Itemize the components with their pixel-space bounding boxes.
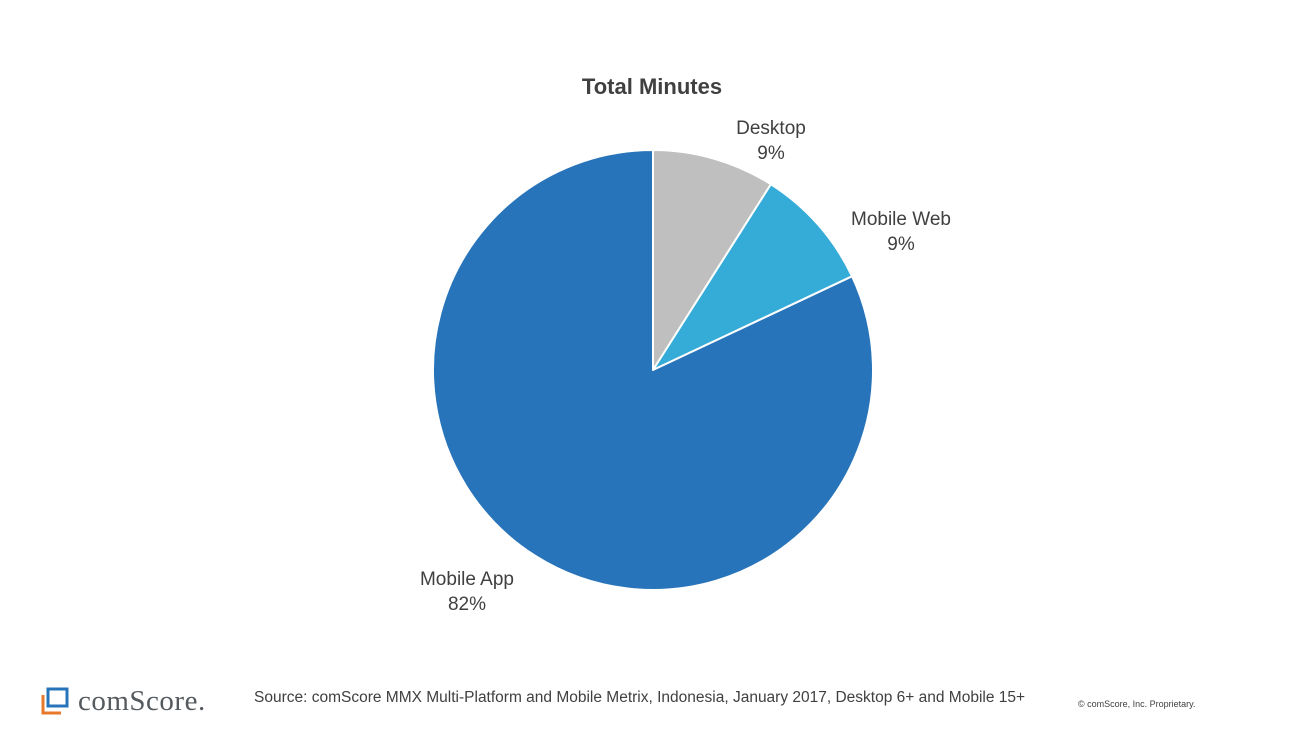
slice-value-desktop: 9% <box>757 143 785 164</box>
pie-slices <box>432 149 874 591</box>
slice-label-mobile-web: Mobile Web <box>851 209 951 230</box>
footer: comScore. Source: comScore MMX Multi-Pla… <box>0 676 1306 726</box>
pie-slice-mobile-web <box>652 183 854 371</box>
slice-label-mobile-app: Mobile App <box>420 569 514 590</box>
chart-title: Total Minutes <box>582 74 722 99</box>
slice-label-desktop: Desktop <box>736 118 806 139</box>
pie-slice-mobile-app <box>432 149 874 591</box>
slice-value-mobile-app: 82% <box>448 594 486 615</box>
slice-labels: Desktop 9% Mobile Web 9% Mobile App 82% <box>420 118 951 615</box>
comscore-logo-text: comScore. <box>78 684 206 717</box>
comscore-logo-icon <box>41 687 69 715</box>
slice-value-mobile-web: 9% <box>887 234 915 255</box>
comscore-logo: comScore. <box>40 684 206 718</box>
pie-slice-desktop <box>652 149 772 371</box>
copyright-note: © comScore, Inc. Proprietary. <box>1078 699 1196 709</box>
source-note: Source: comScore MMX Multi-Platform and … <box>254 689 1026 706</box>
